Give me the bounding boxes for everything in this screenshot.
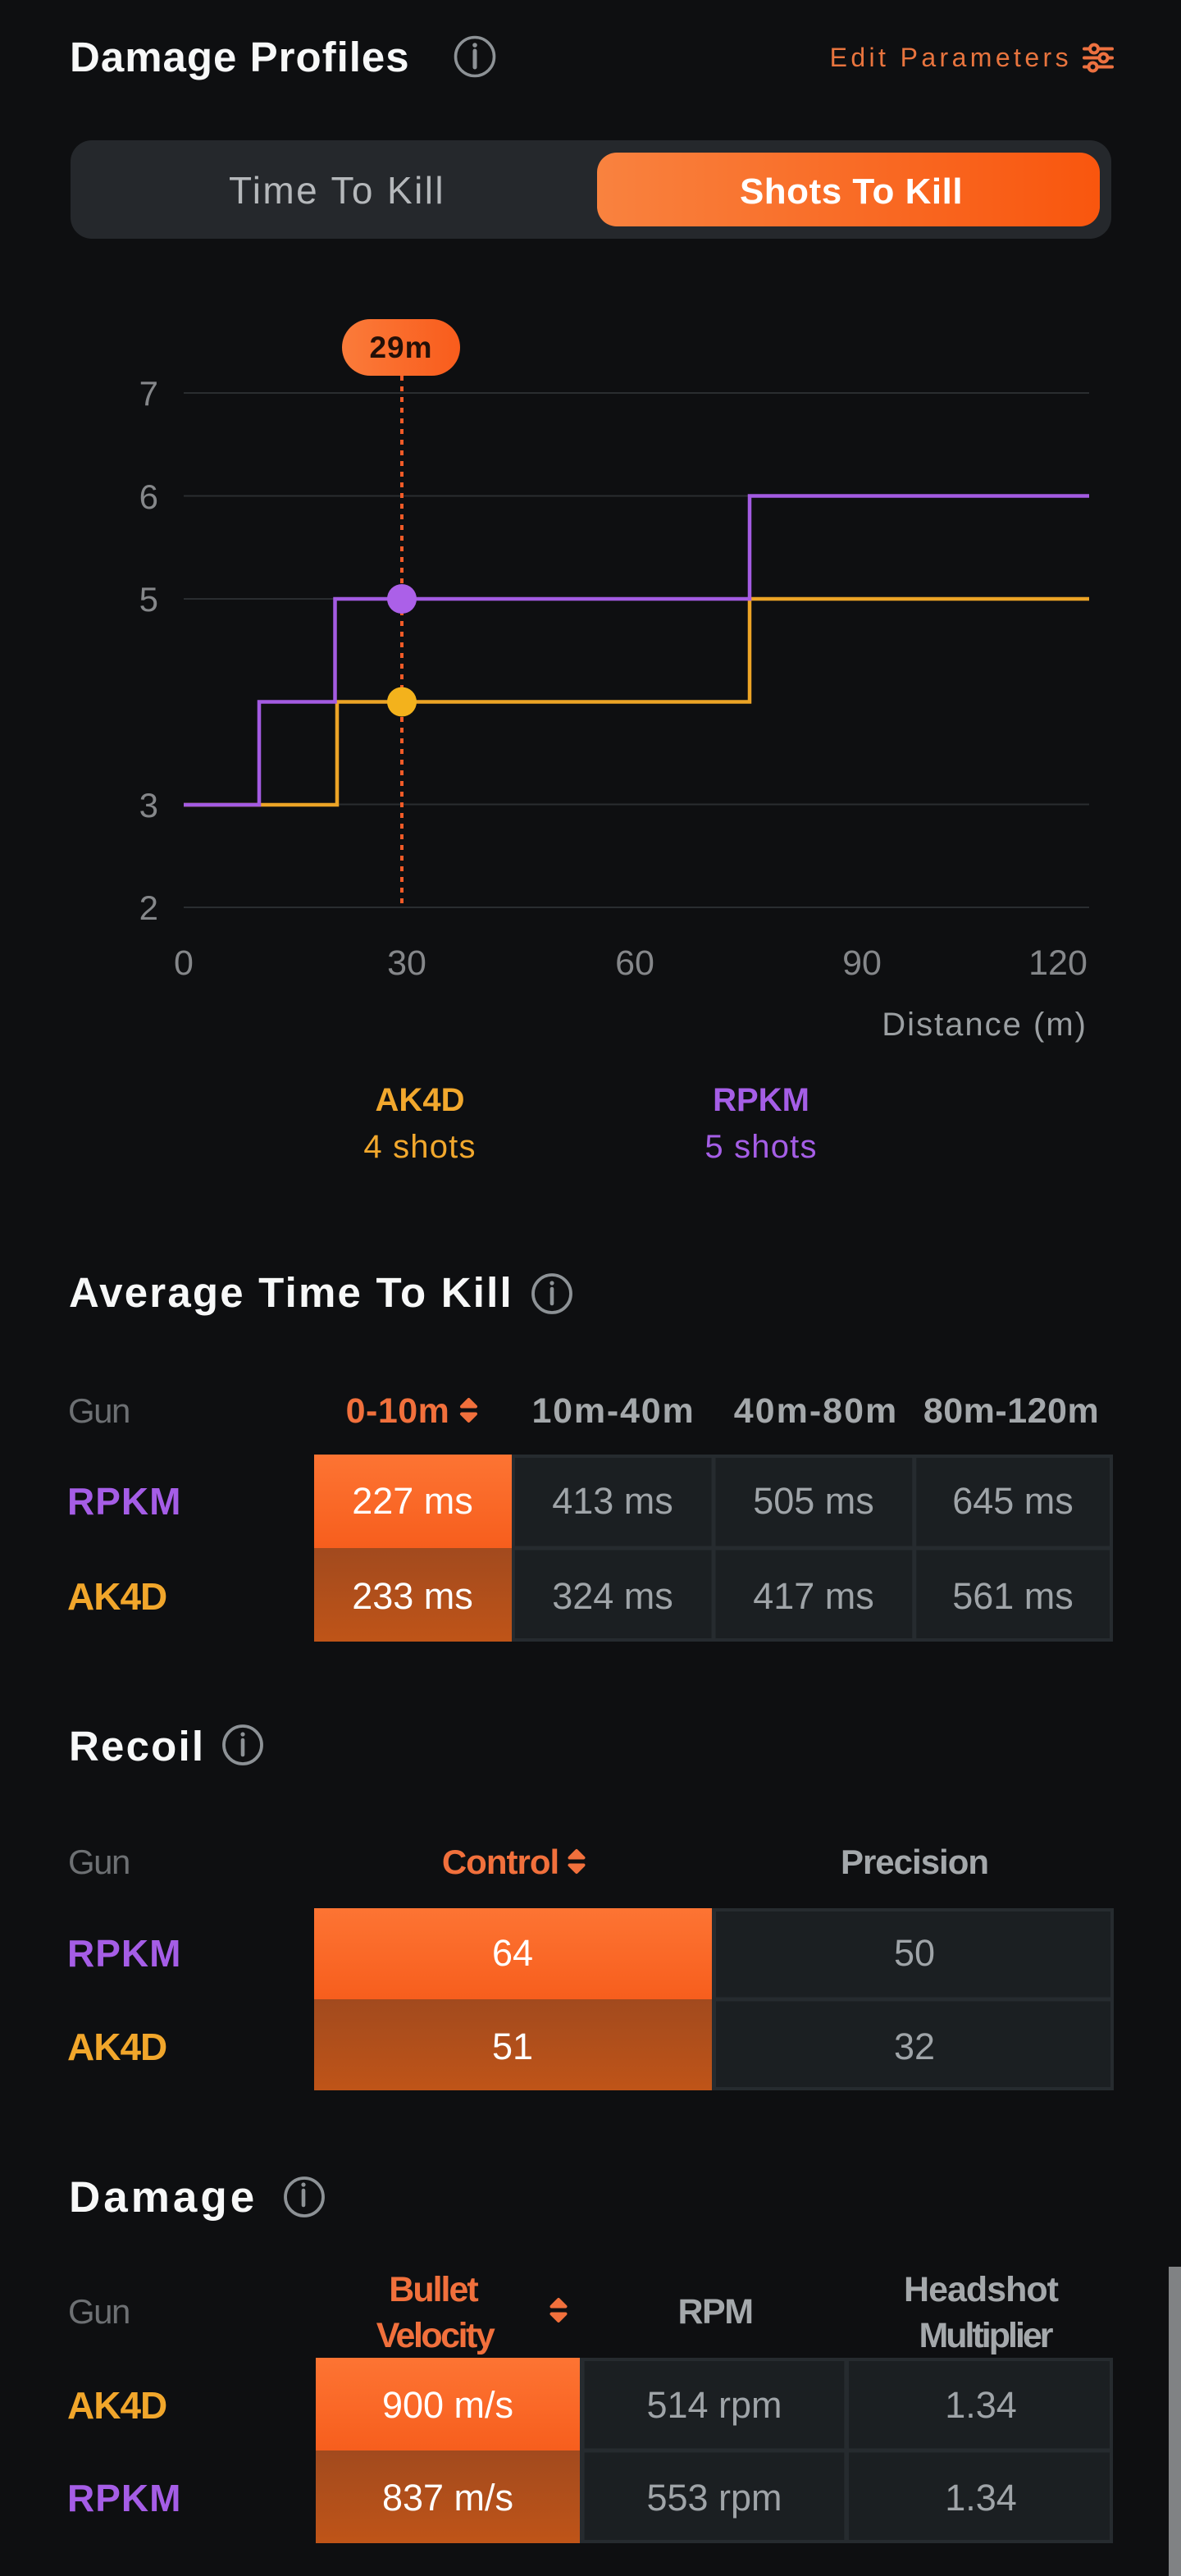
svg-text:227 ms: 227 ms xyxy=(352,1480,473,1522)
svg-text:7: 7 xyxy=(139,374,158,413)
svg-text:Bullet: Bullet xyxy=(389,2270,478,2309)
svg-text:0-10m: 0-10m xyxy=(346,1391,450,1431)
svg-text:32: 32 xyxy=(894,2026,935,2067)
svg-text:0: 0 xyxy=(174,943,194,983)
svg-text:1.34: 1.34 xyxy=(945,2384,1017,2426)
svg-text:10m-40m: 10m-40m xyxy=(531,1391,695,1431)
svg-text:Gun: Gun xyxy=(68,1391,130,1430)
svg-text:30: 30 xyxy=(387,943,426,983)
svg-text:1.34: 1.34 xyxy=(945,2477,1017,2519)
svg-text:514 rpm: 514 rpm xyxy=(646,2384,782,2426)
svg-text:Shots To Kill: Shots To Kill xyxy=(740,171,963,212)
svg-text:Recoil: Recoil xyxy=(69,1723,205,1770)
svg-text:645 ms: 645 ms xyxy=(952,1480,1074,1522)
svg-text:324 ms: 324 ms xyxy=(552,1575,673,1617)
svg-text:505 ms: 505 ms xyxy=(753,1480,874,1522)
svg-text:AK4D: AK4D xyxy=(67,2026,166,2068)
svg-text:5 shots: 5 shots xyxy=(704,1129,817,1165)
svg-text:Velocity: Velocity xyxy=(376,2316,495,2355)
svg-text:60: 60 xyxy=(615,943,654,983)
svg-text:Edit Parameters: Edit Parameters xyxy=(830,43,1072,72)
svg-text:417 ms: 417 ms xyxy=(753,1575,874,1617)
svg-text:233 ms: 233 ms xyxy=(352,1575,473,1617)
svg-text:RPKM: RPKM xyxy=(67,1480,181,1523)
svg-text:RPKM: RPKM xyxy=(67,2477,181,2519)
svg-text:RPM: RPM xyxy=(677,2292,752,2332)
svg-text:40m-80m: 40m-80m xyxy=(734,1391,898,1431)
svg-text:2: 2 xyxy=(139,888,158,927)
svg-text:80m-120m: 80m-120m xyxy=(923,1391,1099,1431)
svg-text:AK4D: AK4D xyxy=(67,1575,166,1618)
svg-text:64: 64 xyxy=(492,1932,533,1974)
svg-text:Gun: Gun xyxy=(68,1843,130,1881)
svg-text:Headshot: Headshot xyxy=(904,2270,1059,2309)
svg-text:AK4D: AK4D xyxy=(376,1082,465,1118)
svg-text:RPKM: RPKM xyxy=(713,1082,809,1118)
svg-text:Average Time To Kill: Average Time To Kill xyxy=(69,1269,513,1316)
svg-text:Multiplier: Multiplier xyxy=(919,2316,1053,2355)
svg-text:Time To Kill: Time To Kill xyxy=(229,169,445,212)
svg-text:120: 120 xyxy=(1028,943,1088,983)
svg-text:Damage: Damage xyxy=(69,2173,258,2222)
svg-text:837 m/s: 837 m/s xyxy=(382,2477,513,2519)
svg-text:29m: 29m xyxy=(369,331,432,364)
svg-text:50: 50 xyxy=(894,1932,935,1974)
svg-text:3: 3 xyxy=(139,786,158,824)
svg-text:561 ms: 561 ms xyxy=(952,1575,1074,1617)
svg-text:Gun: Gun xyxy=(68,2292,130,2331)
svg-text:553 rpm: 553 rpm xyxy=(646,2477,782,2519)
svg-text:Damage Profiles: Damage Profiles xyxy=(70,34,410,80)
svg-text:51: 51 xyxy=(492,2026,533,2067)
svg-text:Distance (m): Distance (m) xyxy=(882,1007,1088,1043)
svg-text:5: 5 xyxy=(139,580,158,619)
svg-text:RPKM: RPKM xyxy=(67,1932,181,1975)
svg-text:6: 6 xyxy=(139,477,158,516)
svg-text:4 shots: 4 shots xyxy=(363,1129,476,1165)
svg-text:Control: Control xyxy=(442,1843,559,1881)
svg-text:900 m/s: 900 m/s xyxy=(382,2384,513,2426)
svg-text:Precision: Precision xyxy=(841,1843,988,1881)
svg-text:AK4D: AK4D xyxy=(67,2384,166,2427)
svg-text:413 ms: 413 ms xyxy=(552,1480,673,1522)
svg-text:90: 90 xyxy=(842,943,882,983)
